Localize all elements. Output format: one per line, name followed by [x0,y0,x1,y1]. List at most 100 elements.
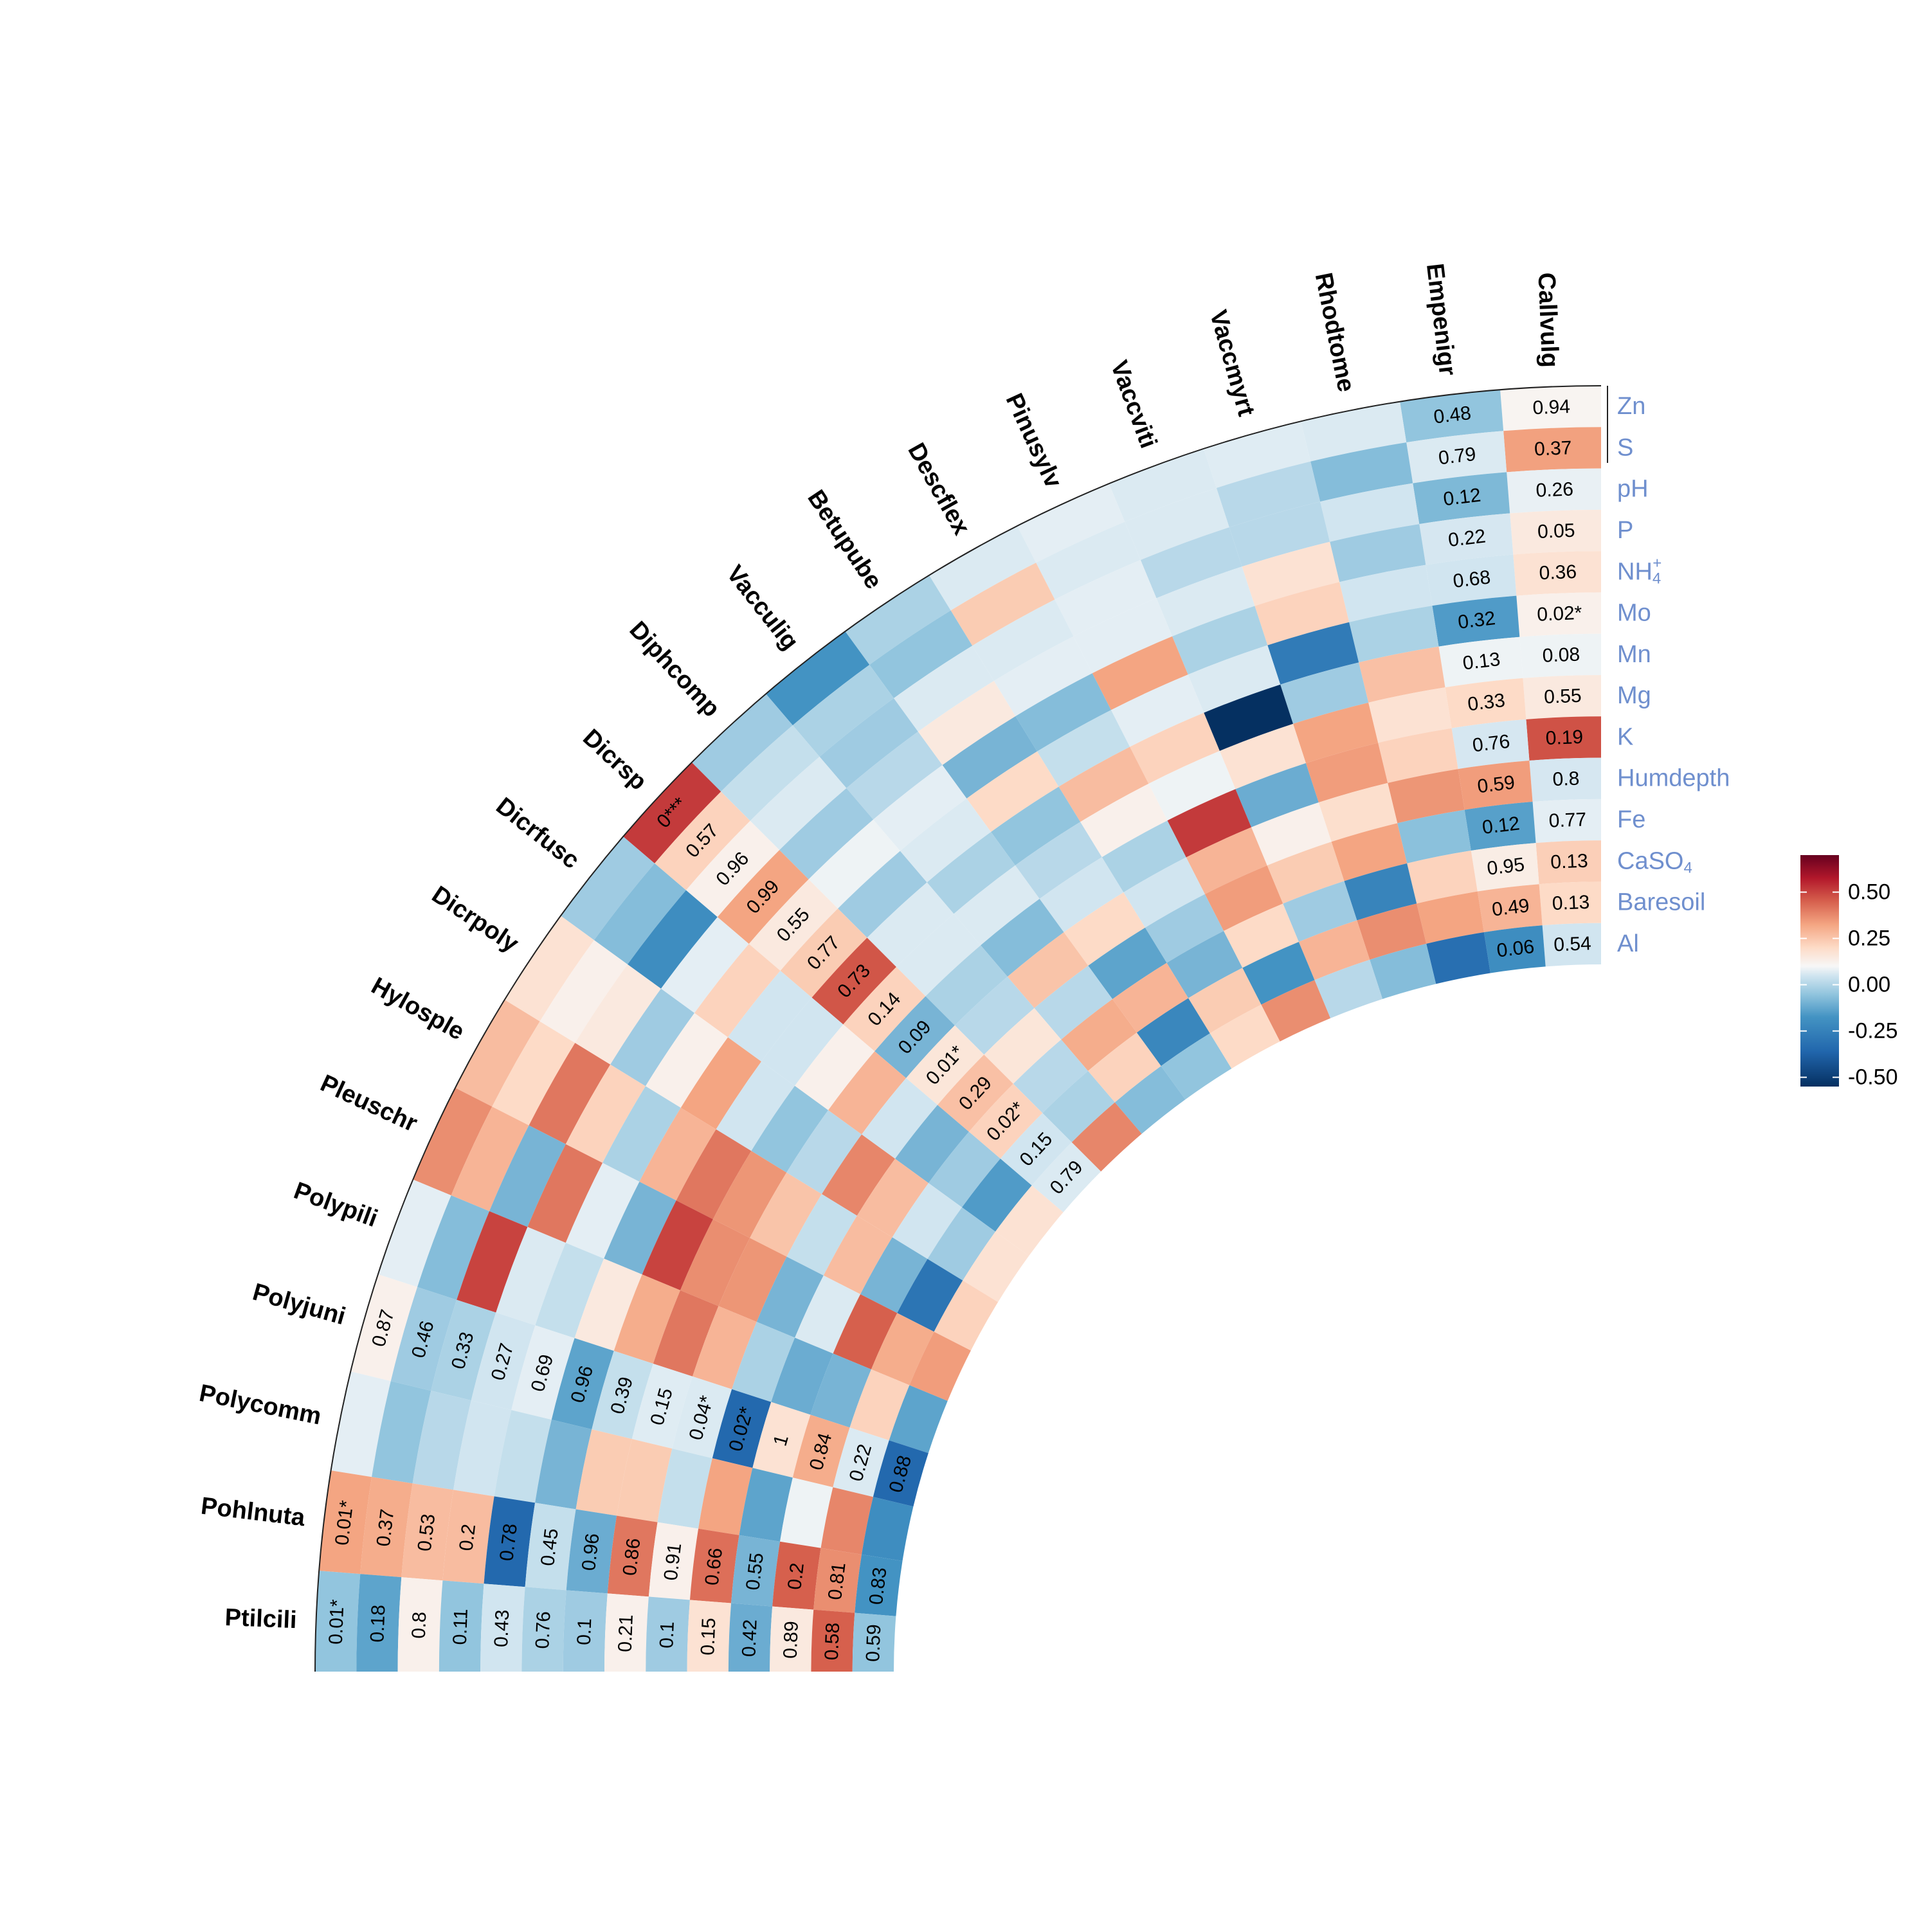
species-label-vaccviti: Vaccviti [1105,357,1162,451]
heatmap-cell-callvulg-humdepth [1529,757,1601,802]
species-label-dicrfusc: Dicrfusc [491,793,584,874]
heatmap-cell-hylosple-zn [455,1000,540,1107]
heatmap-cell-pohlnuta-k [648,1522,699,1600]
heatmap-cell-vaccmyrt-fe [1331,823,1408,881]
heatmap-cell-vaccmyrt-mn [1280,662,1369,724]
heatmap-cell-vaccmyrt-caso4 [1344,863,1417,921]
heatmap-cell-pohlnuta-caso4 [772,1541,821,1610]
heatmap-cell-rhodtome-s [1310,442,1413,502]
heatmap-cell-vaccmyrt-p [1242,541,1340,606]
heatmap-cell-pleuschr-p [527,1144,603,1243]
heatmap-cell-descflex-nh4 [1015,673,1111,752]
heatmap-cell-vaccviti-p [1156,566,1255,636]
heatmap-cell-pinusylv-zn [1017,483,1125,563]
heatmap-cell-dicrfusc-mo [728,970,812,1062]
heatmap-cell-dicrsp-ph [685,820,780,917]
heatmap-cell-polyjuni-ph [431,1299,496,1401]
heatmap-cell-pleuschr-mg [680,1219,750,1306]
heatmap-cell-rhodtome-caso4 [1407,851,1478,904]
species-label-dicrpoly: Dicrpoly [427,881,523,957]
heatmap-cell-rhodtome-ph [1320,483,1420,542]
heatmap-cell-diphcomp-caso4 [1013,1039,1089,1114]
pvalue-label-pohlnuta-caso4: 0.2 [784,1562,808,1591]
heatmap-cell-rhodtome-mn [1359,646,1445,703]
legend-tick-label: -0.50 [1848,1065,1898,1090]
species-label-rhodtome: Rhodtome [1310,271,1360,394]
heatmap-cell-rhodtome-humdepth [1388,769,1465,824]
heatmap-cell-betupube-mo [966,751,1059,833]
heatmap-cell-dicrfusc-p [660,917,749,1013]
heatmap-cell-betupube-mg [1015,822,1102,899]
pvalue-label-empenigr-mg: 0.33 [1467,690,1507,716]
heatmap-cell-callvulg-nh4 [1513,551,1601,596]
pvalue-label-empenigr-k: 0.76 [1471,731,1511,757]
variable-label-humdepth: Humdepth [1617,765,1730,792]
heatmap-cell-ptilcili-mo [521,1587,566,1672]
heatmap-cell-polypili-al [889,1385,948,1454]
pvalue-label-pohlnuta-mg: 0.86 [619,1537,645,1577]
species-label-empenigr: Empenigr [1421,262,1461,377]
heatmap-cell-polypili-mg [653,1290,719,1377]
species-label-polyjuni: Polyjuni [249,1279,349,1331]
heatmap-cell-ptilcili-fe [728,1603,773,1672]
heatmap-cell-hylosple-caso4 [860,1237,928,1314]
heatmap-cell-pohlnuta-zn [319,1470,372,1575]
heatmap-cell-dicrsp-p [717,850,809,944]
heatmap-cell-callvulg-fe [1532,799,1601,844]
heatmap-cell-polyjuni-mg [631,1364,693,1449]
heatmap-cell-rhodtome-p [1330,524,1426,582]
variable-label-mo: Mo [1617,600,1651,627]
heatmap-cell-pinusylv-ph [1055,560,1157,636]
heatmap-cell-dicrpoly-mg [751,1085,829,1173]
heatmap-cell-vacculig-s [792,664,894,757]
heatmap-cell-vaccmyrt-nh4 [1254,582,1350,646]
heatmap-cell-descflex-zn [929,525,1037,611]
heatmap-cell-descflex-p [993,636,1092,716]
heatmap-cell-rhodtome-zn [1301,401,1407,462]
heatmap-cell-polycomm-zn [331,1371,391,1477]
pvalue-label-empenigr-al: 0.06 [1496,936,1535,962]
heatmap-cell-empenigr-zn [1400,390,1504,443]
heatmap-cell-vaccviti-k [1235,763,1319,827]
heatmap-cell-ptilcili-k [646,1596,690,1672]
pvalue-label-empenigr-mn: 0.13 [1462,649,1501,674]
species-label-betupube: Betupube [802,485,887,594]
heatmap-cell-callvulg-al [1542,923,1601,967]
heatmap-cell-pleuschr-humdepth [756,1256,824,1338]
heatmap-cell-diphcomp-ph [750,756,847,851]
heatmap-cell-dicrsp-humdepth [906,1025,984,1105]
heatmap-cell-polyjuni-fe [752,1402,811,1478]
species-label-hylosple: Hylosple [367,972,469,1045]
species-label-vaccmyrt: Vaccmyrt [1204,307,1260,419]
heatmap-cell-dicrfusc-baresoil [962,1159,1032,1232]
heatmap-cell-polypili-fe [771,1337,833,1415]
pvalue-label-pohlnuta-humdepth: 0.66 [702,1547,727,1587]
heatmap-cell-diphcomp-p [779,788,874,880]
pvalue-label-empenigr-s: 0.79 [1437,444,1477,469]
heatmap-cell-hylosple-p [565,1064,646,1163]
heatmap-cell-dicrsp-mo [780,908,867,998]
pvalue-label-ptilcili-nh4: 0.43 [491,1609,513,1648]
heatmap-cell-vaccmyrt-mg [1293,702,1379,764]
heatmap-cell-vaccmyrt-al [1370,943,1436,999]
pvalue-label-empenigr-nh4: 0.68 [1452,566,1492,592]
heatmap-cell-vaccviti-humdepth [1251,802,1332,866]
pvalue-label-pohlnuta-fe: 0.55 [742,1551,768,1591]
heatmap-cell-betupube-baresoil [1136,998,1210,1067]
heatmap-cell-dicrpoly-fe [856,1159,929,1238]
heatmap-cell-pohlnuta-mo [525,1503,576,1591]
heatmap-cell-polypili-humdepth [732,1322,795,1402]
heatmap-cell-betupube-mn [991,786,1081,866]
heatmap-cell-dicrpoly-mo [680,1037,762,1130]
heatmap-cell-dicrpoly-caso4 [892,1183,963,1259]
heatmap-cell-empenigr-al [1483,925,1546,973]
heatmap-cell-dicrpoly-nh4 [645,1013,729,1108]
heatmap-cell-ptilcili-caso4 [770,1606,814,1672]
variable-labels: Zn SpH P NH4+ Mo Mn Mg K Humdepth Fe CaSO4 Baresoil… [1617,393,1730,957]
heatmap-cell-pohlnuta-mn [566,1509,617,1594]
heatmap-cell-ptilcili-al [852,1612,896,1672]
heatmap-cell-dicrsp-fe [937,1054,1013,1132]
heatmap-cell-descflex-humdepth [1123,857,1205,928]
heatmap-cell-hylosple-k [750,1172,822,1257]
pvalue-label-ptilcili-mg: 0.21 [615,1614,637,1653]
